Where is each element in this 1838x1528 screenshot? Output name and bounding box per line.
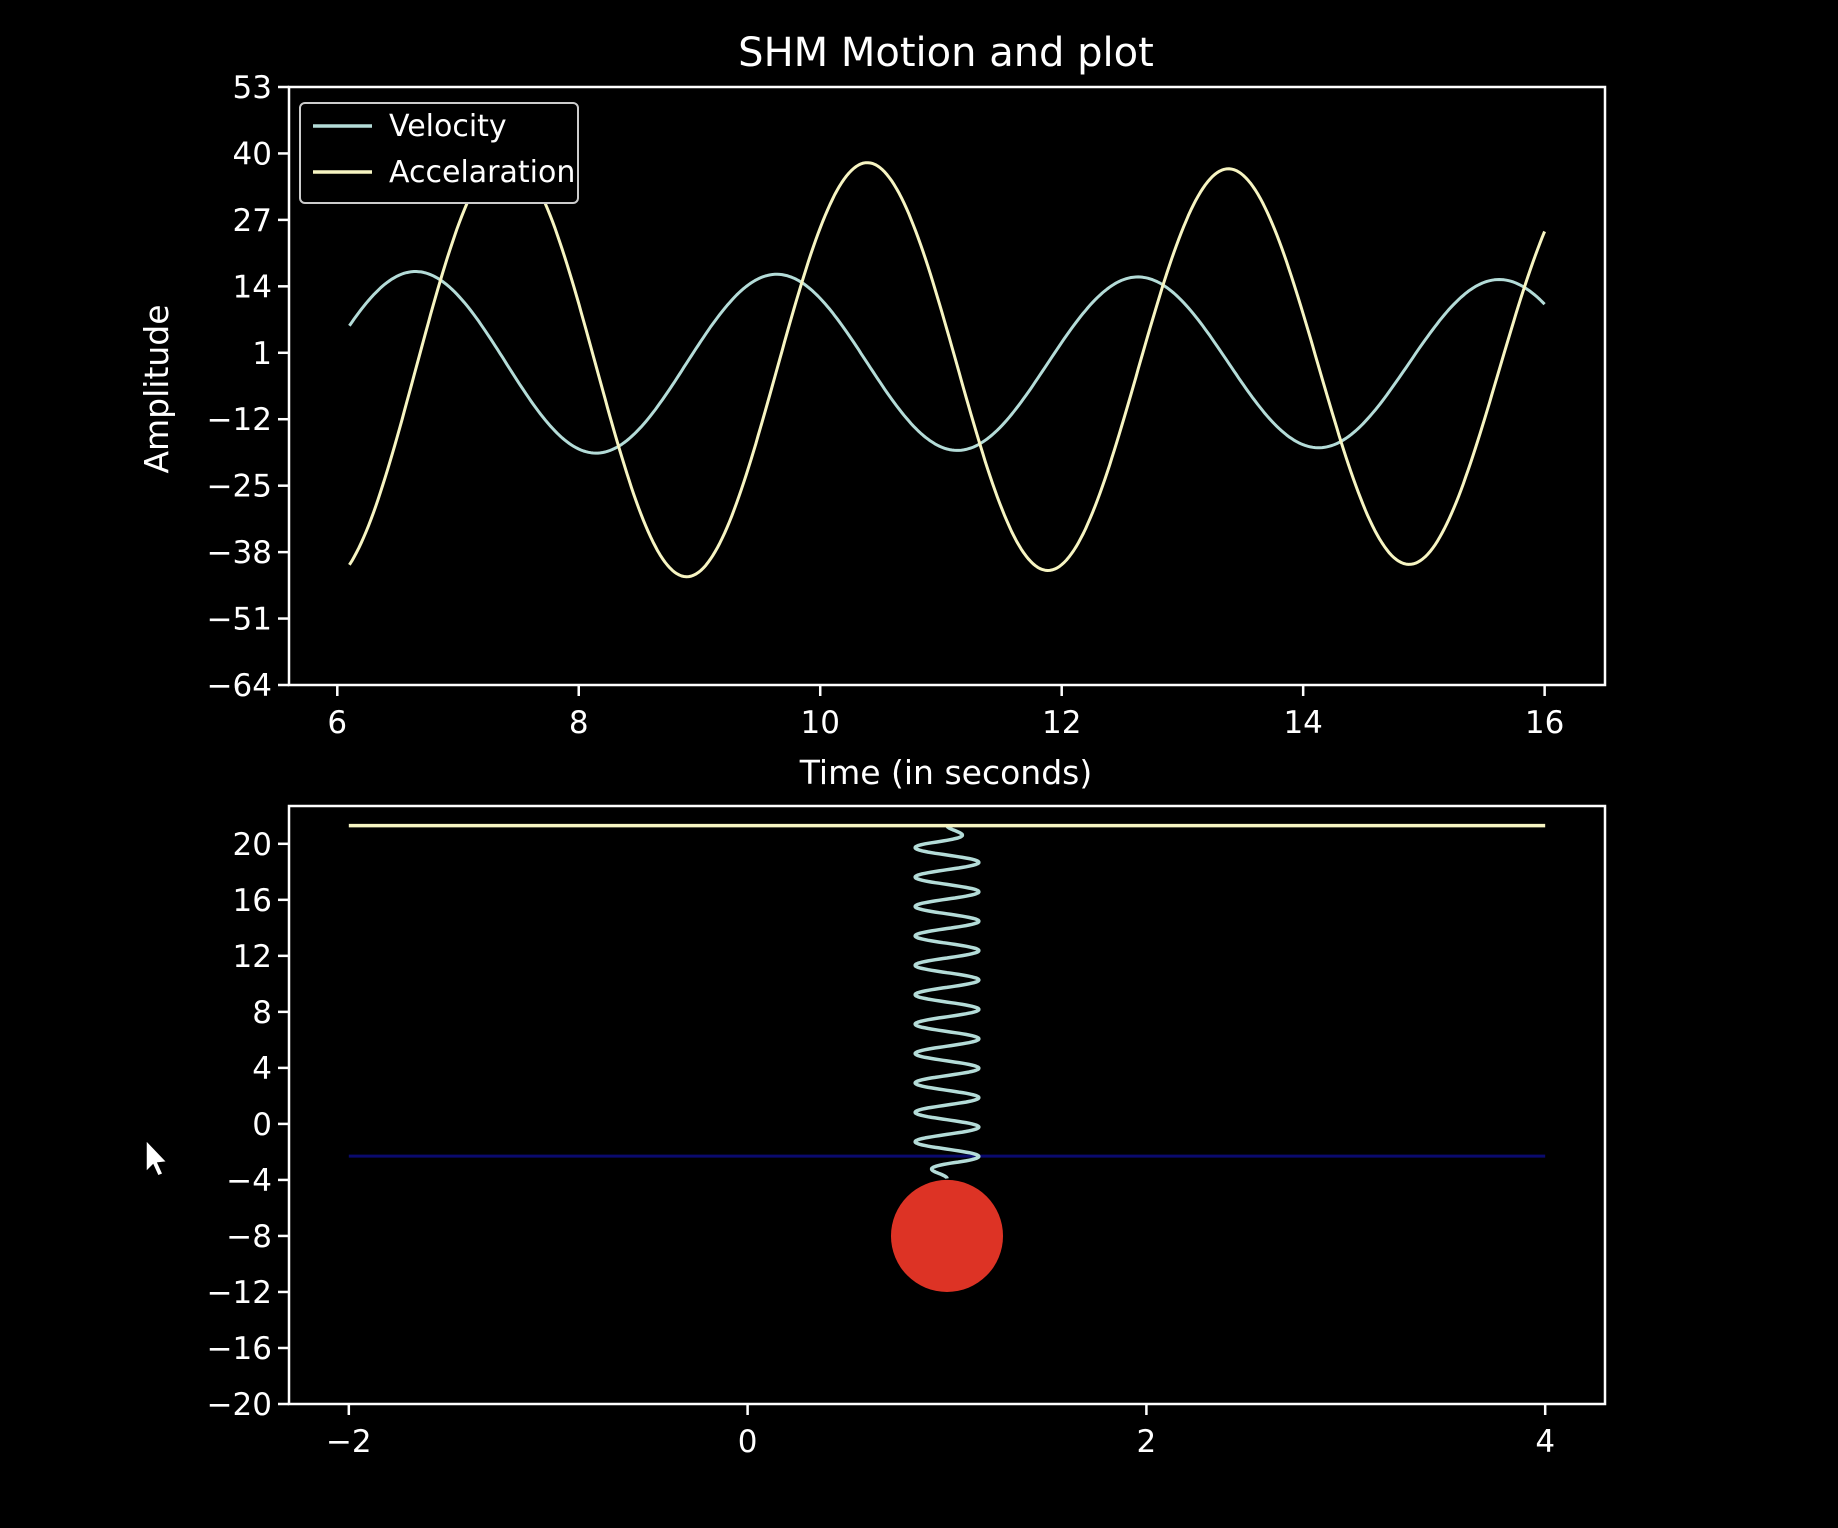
top-chart: SHM Motion and plot 6 8 10 12 14 16 53 40 27 14 1… bbox=[137, 30, 1607, 792]
bottom-y-tick-label: −4 bbox=[226, 1163, 272, 1199]
top-y-tick-label: 1 bbox=[252, 336, 272, 372]
mouse-cursor-icon bbox=[145, 1138, 169, 1177]
top-y-tick-label: 27 bbox=[233, 203, 272, 239]
top-y-tick-label: 40 bbox=[233, 136, 272, 172]
top-x-tick-label: 8 bbox=[569, 705, 589, 741]
bottom-plot-frame bbox=[287, 804, 1607, 1406]
spring-coil bbox=[913, 824, 981, 1180]
top-x-tick-label: 12 bbox=[1042, 705, 1081, 741]
bottom-y-tick-label: 0 bbox=[252, 1107, 272, 1143]
series-line-velocity bbox=[348, 270, 1546, 455]
bottom-x-ticks: −2 0 2 4 bbox=[326, 1404, 1555, 1460]
top-plot-frame bbox=[287, 85, 1607, 687]
bottom-y-tick-label: −20 bbox=[207, 1387, 272, 1423]
top-x-ticks: 6 8 10 12 14 16 bbox=[327, 685, 1564, 741]
legend-box bbox=[299, 102, 579, 204]
top-x-tick-label: 6 bbox=[327, 705, 347, 741]
legend: Velocity Accelaration bbox=[299, 102, 579, 204]
bottom-y-tick-label: 8 bbox=[252, 995, 272, 1031]
top-y-tick-label: 53 bbox=[233, 70, 272, 106]
bottom-y-tick-label: −8 bbox=[226, 1219, 272, 1255]
bottom-y-tick-label: 4 bbox=[252, 1051, 272, 1087]
top-x-tick-label: 16 bbox=[1525, 705, 1564, 741]
bottom-x-tick-label: −2 bbox=[326, 1424, 372, 1460]
top-y-tick-label: −51 bbox=[207, 602, 272, 638]
top-series-group bbox=[348, 154, 1546, 579]
bottom-y-tick-label: 16 bbox=[233, 883, 272, 919]
mass-ball bbox=[890, 1179, 1004, 1292]
top-y-tick-label: −64 bbox=[207, 668, 272, 704]
chart-title: SHM Motion and plot bbox=[738, 30, 1154, 76]
bottom-x-tick-label: 0 bbox=[738, 1424, 758, 1460]
legend-label-acceleration: Accelaration bbox=[389, 155, 575, 190]
bottom-y-tick-label: −12 bbox=[207, 1275, 272, 1311]
x-axis-label: Time (in seconds) bbox=[799, 753, 1092, 792]
bottom-x-tick-label: 2 bbox=[1137, 1424, 1157, 1460]
top-y-tick-label: −12 bbox=[207, 402, 272, 438]
bottom-y-tick-label: 20 bbox=[233, 827, 272, 863]
top-y-ticks: 53 40 27 14 1 −12 −25 −38 −51 −64 bbox=[207, 70, 289, 704]
series-line-accelaration bbox=[348, 154, 1546, 579]
bottom-x-tick-label: 4 bbox=[1535, 1424, 1555, 1460]
spring-mass-scene bbox=[348, 823, 1546, 1292]
top-x-tick-label: 10 bbox=[801, 705, 840, 741]
legend-label-velocity: Velocity bbox=[389, 109, 507, 144]
bottom-y-ticks: 20 16 12 8 4 0 −4 −8 −12 −16 −20 bbox=[207, 827, 289, 1423]
top-y-tick-label: −25 bbox=[207, 469, 272, 505]
top-y-tick-label: −38 bbox=[207, 535, 272, 571]
y-axis-label: Amplitude bbox=[137, 304, 176, 473]
top-x-tick-label: 14 bbox=[1283, 705, 1322, 741]
top-y-tick-label: 14 bbox=[233, 269, 272, 305]
bottom-y-tick-label: −16 bbox=[207, 1331, 272, 1367]
bottom-y-tick-label: 12 bbox=[233, 939, 272, 975]
